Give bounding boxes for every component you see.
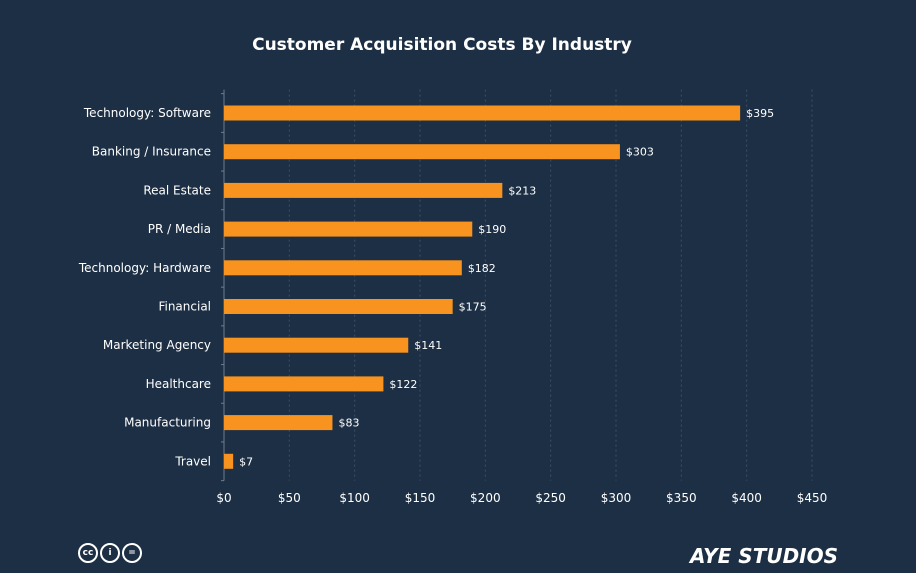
attribution-icon: i — [100, 543, 120, 563]
bar — [224, 260, 462, 276]
bar — [224, 105, 741, 121]
chart-title: Customer Acquisition Costs By Industry — [252, 35, 632, 55]
bar — [224, 453, 234, 469]
value-label: $182 — [468, 262, 496, 275]
bar — [224, 415, 333, 431]
aye-studios-logo: AYE STUDIOS — [690, 544, 839, 568]
bar — [224, 376, 384, 392]
value-label: $395 — [746, 107, 774, 120]
value-label: $303 — [626, 146, 654, 159]
x-tick-label: $200 — [470, 491, 501, 505]
value-label: $213 — [508, 184, 536, 197]
value-labels: $395 $303 $213 $190 $182 $175 $141 $122 $83 $7 — [239, 107, 774, 468]
value-label: $175 — [459, 301, 487, 314]
category-label: Manufacturing — [124, 416, 211, 430]
no-derivatives-icon: = — [122, 543, 142, 563]
bar — [224, 182, 503, 198]
value-label: $122 — [389, 378, 417, 391]
category-label: PR / Media — [148, 222, 211, 236]
category-label: Healthcare — [146, 377, 211, 391]
value-label: $7 — [239, 455, 253, 468]
x-tick-label: $350 — [666, 491, 697, 505]
bar — [224, 337, 409, 353]
x-tick-label: $0 — [216, 491, 231, 505]
category-labels: Technology: Software Banking / Insurance R… — [78, 106, 211, 468]
value-label: $141 — [414, 339, 442, 352]
license-badge: cc i = — [78, 543, 142, 563]
x-tick-label: $400 — [731, 491, 762, 505]
x-tick-label: $250 — [535, 491, 566, 505]
x-tick-label: $100 — [339, 491, 370, 505]
x-tick-labels: $0 $50 $100 $150 $200 $250 $300 $350 $400 $450 — [216, 491, 827, 505]
bars — [224, 105, 741, 469]
bar — [224, 221, 473, 237]
category-label: Banking / Insurance — [92, 145, 211, 159]
creative-commons-icon: cc — [78, 543, 98, 563]
x-tick-label: $150 — [405, 491, 436, 505]
bar — [224, 299, 453, 314]
category-label: Technology: Hardware — [78, 261, 211, 275]
category-label: Technology: Software — [83, 106, 211, 120]
category-label: Travel — [174, 454, 211, 468]
value-label: $190 — [478, 223, 506, 236]
value-label: $83 — [338, 417, 359, 430]
bar — [224, 144, 620, 160]
y-axis — [221, 89, 225, 482]
x-tick-label: $50 — [278, 491, 301, 505]
x-tick-label: $300 — [601, 491, 632, 505]
x-tick-label: $450 — [797, 491, 828, 505]
category-label: Financial — [158, 300, 211, 314]
category-label: Marketing Agency — [103, 338, 211, 352]
category-label: Real Estate — [143, 183, 211, 197]
